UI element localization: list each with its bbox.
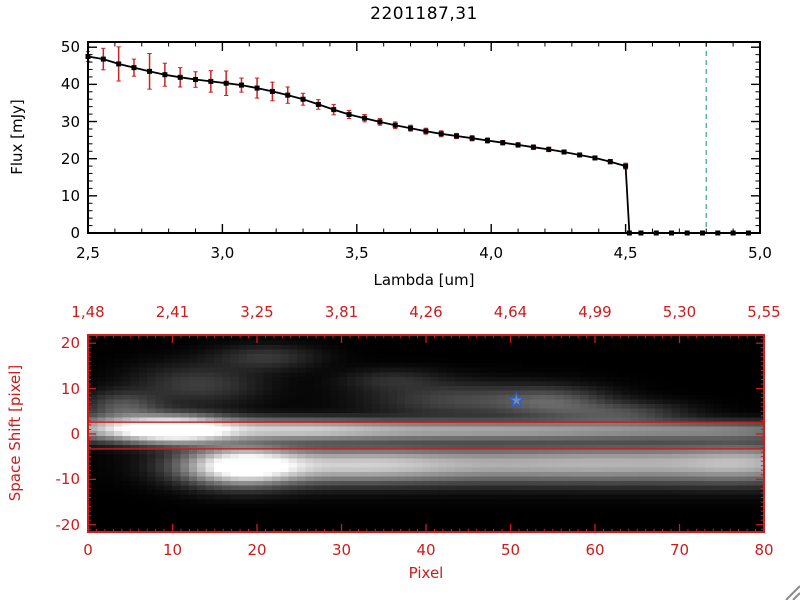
trace-2d-image — [89, 336, 763, 531]
trace-y-tick-label: 20 — [60, 334, 80, 353]
resize-grip[interactable] — [785, 585, 800, 600]
trace-x-tick-label: 70 — [669, 541, 690, 559]
trace-x-tick-label: 10 — [162, 541, 183, 559]
trace-top-axis-label: 4,99 — [578, 303, 612, 321]
spectrum-x-axis-label: Lambda [um] — [373, 271, 475, 289]
spectrum-points — [85, 53, 751, 236]
trace-x-tick-label: 50 — [500, 541, 521, 559]
trace-top-axis-label: 3,81 — [324, 303, 359, 321]
spectrum-y-tick-label: 0 — [70, 224, 80, 242]
trace-top-axis-label: 1,48 — [71, 303, 105, 321]
trace-x-tick-label: 20 — [247, 541, 267, 559]
trace-top-axis-label: 4,26 — [409, 303, 443, 321]
spectrum-x-tick-label: 3,5 — [344, 244, 369, 262]
trace-x-tick-label: 40 — [416, 541, 436, 559]
spectrum-y-tick-label: 50 — [60, 38, 80, 57]
trace-y-tick-label: -20 — [55, 515, 81, 534]
trace-y-tick-label: 10 — [60, 379, 80, 398]
trace-y-tick-label: 0 — [70, 424, 80, 443]
trace-y-axis-label: Space Shift [pixel] — [6, 364, 24, 502]
spectrum-y-tick-label: 40 — [60, 75, 80, 94]
trace-frame — [87, 334, 765, 533]
spectrum-y-axis-label: Flux [mJy] — [8, 99, 26, 175]
spectrum-line — [87, 55, 749, 234]
spectrum-y-tick-label: 10 — [60, 186, 80, 205]
spectrum-y-tick-label: 20 — [60, 149, 80, 168]
trace-top-axis-label: 2,41 — [155, 303, 190, 321]
star-marker-icon — [507, 391, 526, 408]
trace-top-axis-label: 5,55 — [747, 303, 781, 321]
spectrum-title: 2201187,31 — [370, 4, 478, 24]
trace-y-tick-label: -10 — [55, 470, 81, 489]
trace-top-axis-label: 3,25 — [240, 303, 274, 321]
trace-x-tick-label: 80 — [754, 541, 774, 559]
error-bars — [85, 46, 751, 235]
trace-x-tick-label: 0 — [83, 541, 93, 559]
trace-top-axis-label: 4,64 — [493, 303, 528, 321]
trace-x-tick-label: 30 — [331, 541, 352, 559]
spectrum-x-tick-label: 5,0 — [748, 244, 772, 262]
spectrum-x-tick-label: 2,5 — [76, 244, 100, 262]
spectrum-x-tick-label: 4,0 — [479, 244, 504, 262]
trace-x-axis-label: Pixel — [408, 564, 444, 582]
spectrum-ticks — [87, 42, 761, 234]
trace-x-tick-label: 60 — [585, 541, 605, 559]
spectrum-frame — [87, 41, 761, 234]
spectrum-y-tick-label: 30 — [60, 112, 80, 131]
trace-top-axis-label: 5,30 — [662, 303, 697, 321]
spectrum-x-tick-label: 3,0 — [210, 244, 235, 262]
trace-ticks — [87, 335, 765, 532]
spectrum-x-tick-label: 4,5 — [613, 244, 638, 262]
